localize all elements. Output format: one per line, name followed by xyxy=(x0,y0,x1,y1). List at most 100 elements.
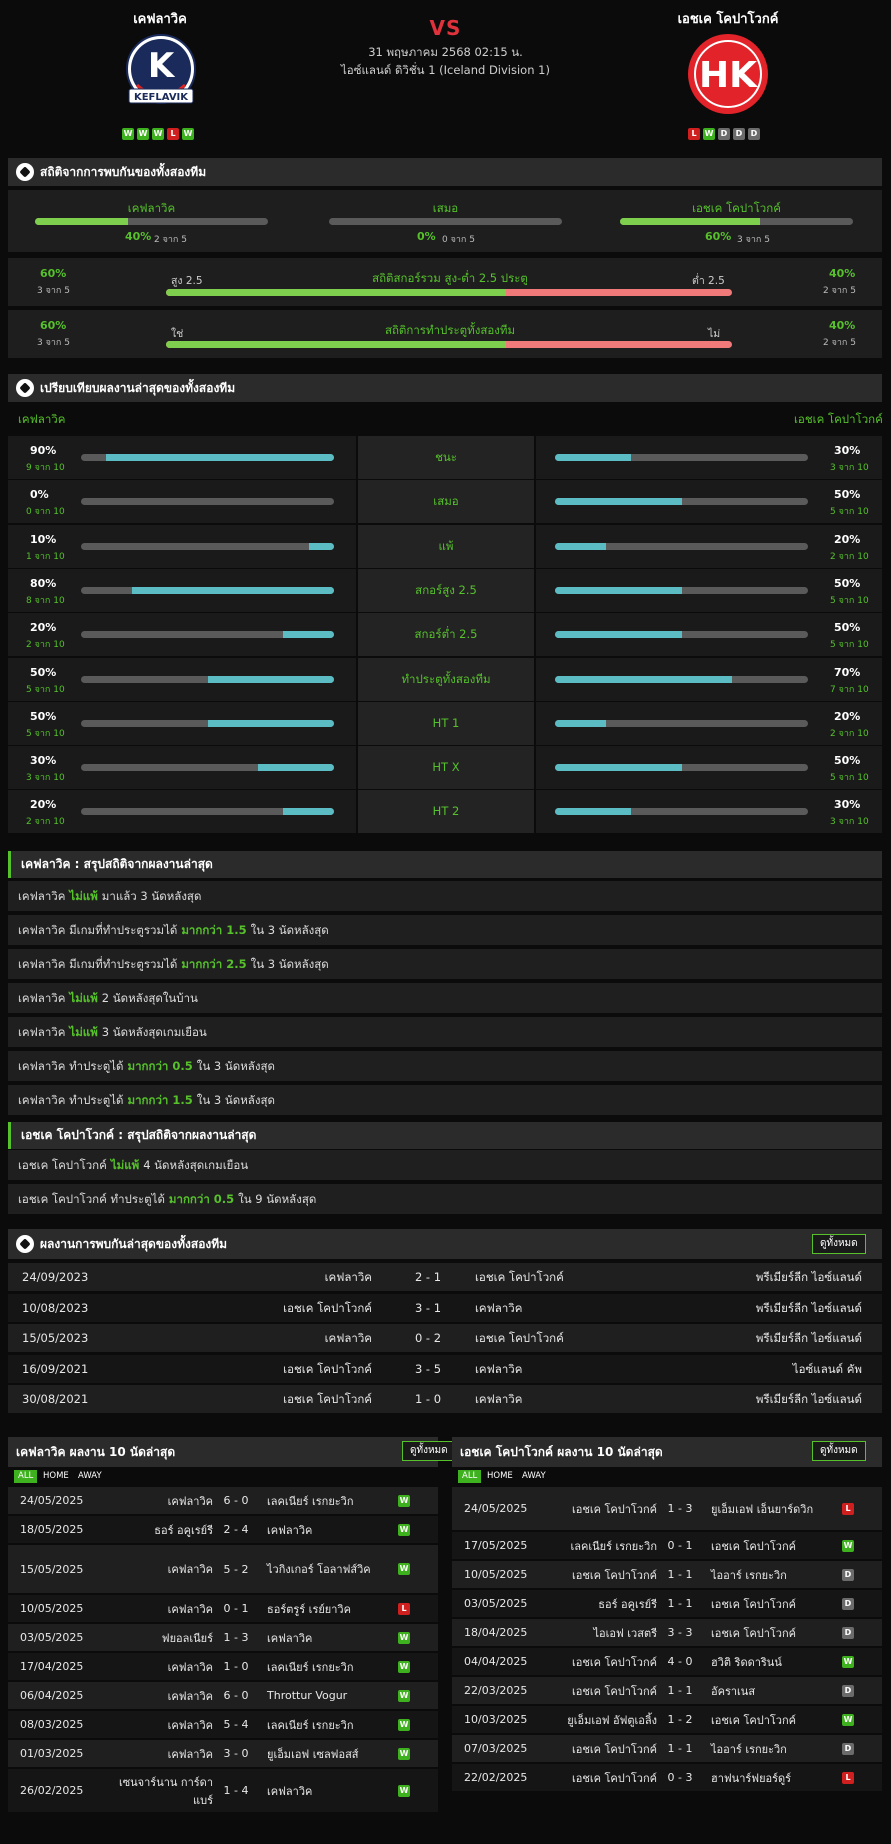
away-team-logo[interactable]: HK xyxy=(687,33,769,115)
h2h-home[interactable]: เอชเค โคปาโวกค์ xyxy=(283,1392,372,1406)
match-home[interactable]: เอชเค โคปาโวกค์ xyxy=(572,1502,657,1516)
away-team-name[interactable]: เอชเค โคปาโวกค์ xyxy=(677,12,779,27)
tab-home[interactable]: HOME xyxy=(43,1471,69,1481)
match-away[interactable]: เอชเค โคปาโวกค์ xyxy=(711,1539,796,1553)
match-row[interactable]: 06/04/2025 เคฟลาวิค 6 - 0 Throttur Vogur W xyxy=(8,1682,438,1709)
home-last10-view-all-button[interactable]: ดูทั้งหมด xyxy=(402,1441,456,1461)
match-away[interactable]: ยูเอ็มเอฟ เอ็นยาร์ดวิก xyxy=(711,1502,814,1516)
match-row[interactable]: 18/04/2025 ไอเอฟ เวสตรี 3 - 3 เอชเค โคปาโวก… xyxy=(452,1619,882,1646)
match-away[interactable]: ไวกิงเกอร์ โอลาฟส์วิค xyxy=(267,1563,371,1576)
match-home[interactable]: เคฟลาวิค xyxy=(167,1747,213,1761)
h2h-row[interactable]: 30/08/2021 เอชเค โคปาโวกค์ 1 - 0 เคฟลาวิค พร… xyxy=(8,1385,882,1413)
match-home[interactable]: ธอร์ อคูเรย์รี xyxy=(598,1597,657,1611)
compare-label: HT X xyxy=(358,746,534,790)
match-row[interactable]: 15/05/2025 เคฟลาวิค 5 - 2 ไวกิงเกอร์ โอลาฟส… xyxy=(8,1545,438,1593)
h2h-away[interactable]: เคฟลาวิค xyxy=(475,1392,523,1406)
tab-all[interactable]: ALL xyxy=(458,1470,482,1483)
tab-home[interactable]: HOME xyxy=(487,1471,513,1481)
summary-highlight: มากกว่า 1.5 xyxy=(127,1093,193,1107)
match-row[interactable]: 07/03/2025 เอชเค โคปาโวกค์ 1 - 1 ไออาร์ เรก… xyxy=(452,1735,882,1762)
match-away[interactable]: ไออาร์ เรกยะวิก xyxy=(711,1742,787,1756)
tab-all[interactable]: ALL xyxy=(14,1470,38,1483)
match-row[interactable]: 17/04/2025 เคฟลาวิค 1 - 0 เลคเนียร์ เรกยะวิ… xyxy=(8,1653,438,1680)
match-row[interactable]: 08/03/2025 เคฟลาวิค 5 - 4 เลคเนียร์ เรกยะวิ… xyxy=(8,1711,438,1738)
match-home[interactable]: ไอเอฟ เวสตรี xyxy=(593,1626,658,1640)
h2h-view-all-button[interactable]: ดูทั้งหมด xyxy=(812,1234,866,1254)
match-home[interactable]: ฟยอลเนียร์ xyxy=(161,1631,213,1645)
h2h-away[interactable]: เคฟลาวิค xyxy=(475,1300,523,1315)
h2h-row[interactable]: 10/08/2023 เอชเค โคปาโวกค์ 3 - 1 เคฟลาวิค พร… xyxy=(8,1293,882,1322)
match-home[interactable]: เอชเค โคปาโวกค์ xyxy=(572,1742,657,1756)
summary-subject: เคฟลาวิค ทำประตูได้ xyxy=(18,1059,124,1073)
match-away[interactable]: ไออาร์ เรกยะวิก xyxy=(711,1568,787,1582)
ou-left-sub: 3 จาก 5 xyxy=(37,286,70,296)
home-team-name[interactable]: เคฟลาวิค xyxy=(133,12,187,27)
match-away[interactable]: ฮวิติ ริดดารินน์ xyxy=(711,1655,782,1669)
match-row[interactable]: 03/05/2025 ฟยอลเนียร์ 1 - 3 เคฟลาวิค W xyxy=(8,1624,438,1651)
match-row[interactable]: 22/03/2025 เอชเค โคปาโวกค์ 1 - 1 อัคราเนส D xyxy=(452,1677,882,1704)
h2h-row[interactable]: 15/05/2023 เคฟลาวิค 0 - 2 เอชเค โคปาโวกค์ พร… xyxy=(8,1324,882,1352)
match-home[interactable]: เอชเค โคปาโวกค์ xyxy=(572,1684,657,1698)
match-row[interactable]: 17/05/2025 เลคเนียร์ เรกยะวิก 0 - 1 เอชเค โ… xyxy=(452,1532,882,1559)
match-away[interactable]: เคฟลาวิค xyxy=(267,1631,313,1645)
match-away[interactable]: อัคราเนส xyxy=(711,1684,756,1698)
h2h-away[interactable]: เอชเค โคปาโวกค์ xyxy=(475,1331,564,1345)
h2h-row[interactable]: 16/09/2021 เอชเค โคปาโวกค์ 3 - 5 เคฟลาวิค ไอ… xyxy=(8,1354,882,1383)
match-away[interactable]: เลคเนียร์ เรกยะวิก xyxy=(267,1494,354,1508)
match-home[interactable]: เอชเค โคปาโวกค์ xyxy=(572,1655,657,1669)
compare-home-team[interactable]: เคฟลาวิค xyxy=(18,412,66,426)
h2h-away[interactable]: เคฟลาวิค xyxy=(475,1361,523,1376)
result-badge: W xyxy=(842,1713,854,1726)
match-date: 24/05/2025 xyxy=(464,1502,528,1515)
match-row[interactable]: 01/03/2025 เคฟลาวิค 3 - 0 ยูเอ็มเอฟ เซลฟอสส… xyxy=(8,1740,438,1767)
match-home[interactable]: เคฟลาวิค xyxy=(167,1689,213,1703)
compare-away-team[interactable]: เอชเค โคปาโวกค์ xyxy=(794,412,883,426)
match-away[interactable]: เคฟลาวิค xyxy=(267,1523,313,1537)
match-away[interactable]: Throttur Vogur xyxy=(267,1689,348,1702)
match-row[interactable]: 10/05/2025 เคฟลาวิค 0 - 1 ธอร์ตรูร์ เรย์ยาว… xyxy=(8,1595,438,1622)
match-row[interactable]: 26/02/2025 เซนจาร์นาน การ์ดาแบร์ 1 - 4 เคฟล… xyxy=(8,1769,438,1812)
match-away[interactable]: เอชเค โคปาโวกค์ xyxy=(711,1713,796,1727)
match-home[interactable]: เซนจาร์นาน การ์ดาแบร์ xyxy=(118,1775,213,1807)
match-home[interactable]: เคฟลาวิค xyxy=(167,1602,213,1616)
match-row[interactable]: 22/02/2025 เอชเค โคปาโวกค์ 0 - 3 ฮาฟนาร์ฟยอ… xyxy=(452,1764,882,1791)
match-away[interactable]: เอชเค โคปาโวกค์ xyxy=(711,1626,796,1640)
match-away[interactable]: ฮาฟนาร์ฟยอร์ดูร์ xyxy=(711,1771,792,1785)
match-home[interactable]: ยูเอ็มเอฟ อัฟตูเอลิ้ง xyxy=(567,1713,657,1727)
match-row[interactable]: 24/05/2025 เคฟลาวิค 6 - 0 เลคเนียร์ เรกยะวิ… xyxy=(8,1487,438,1514)
h2h-last-title: ผลงานการพบกันล่าสุดของทั้งสองทีม xyxy=(40,1236,228,1251)
h2h-score: 0 - 2 xyxy=(414,1331,442,1345)
away-last10-view-all-button[interactable]: ดูทั้งหมด xyxy=(812,1441,866,1461)
match-away[interactable]: เลคเนียร์ เรกยะวิก xyxy=(267,1718,354,1732)
match-row[interactable]: 18/05/2025 ธอร์ อคูเรย์รี 2 - 4 เคฟลาวิค W xyxy=(8,1516,438,1543)
match-home[interactable]: เคฟลาวิค xyxy=(167,1563,213,1576)
match-home[interactable]: เคฟลาวิค xyxy=(167,1494,213,1508)
h2h-away[interactable]: เอชเค โคปาโวกค์ xyxy=(475,1270,564,1284)
match-row[interactable]: 04/04/2025 เอชเค โคปาโวกค์ 4 - 0 ฮวิติ ริดด… xyxy=(452,1648,882,1675)
match-away[interactable]: ธอร์ตรูร์ เรย์ยาวิค xyxy=(267,1602,351,1616)
match-row[interactable]: 10/05/2025 เอชเค โคปาโวกค์ 1 - 1 ไออาร์ เรก… xyxy=(452,1561,882,1588)
tab-away[interactable]: AWAY xyxy=(522,1471,546,1481)
match-away[interactable]: เลคเนียร์ เรกยะวิก xyxy=(267,1660,354,1674)
match-home[interactable]: เอชเค โคปาโวกค์ xyxy=(572,1568,657,1582)
match-home[interactable]: เคฟลาวิค xyxy=(167,1718,213,1732)
h2h-row[interactable]: 24/09/2023 เคฟลาวิค 2 - 1 เอชเค โคปาโวกค์ พร… xyxy=(8,1263,882,1291)
match-away[interactable]: เคฟลาวิค xyxy=(267,1784,313,1798)
match-home[interactable]: เคฟลาวิค xyxy=(167,1660,213,1674)
match-row[interactable]: 10/03/2025 ยูเอ็มเอฟ อัฟตูเอลิ้ง 1 - 2 เอชเ… xyxy=(452,1706,882,1733)
match-home[interactable]: ธอร์ อคูเรย์รี xyxy=(154,1523,213,1537)
home-team-logo[interactable]: K KEFLAVIK xyxy=(125,33,197,113)
h2h-home[interactable]: เอชเค โคปาโวกค์ xyxy=(283,1300,372,1315)
h2h-home[interactable]: เคฟลาวิค xyxy=(324,1270,372,1284)
match-away[interactable]: ยูเอ็มเอฟ เซลฟอสส์ xyxy=(267,1747,359,1761)
summary-detail: ใน 3 นัดหลังสุด xyxy=(196,1093,275,1107)
match-home[interactable]: เลคเนียร์ เรกยะวิก xyxy=(570,1539,657,1553)
h2h-home[interactable]: เอชเค โคปาโวกค์ xyxy=(283,1361,372,1376)
match-home[interactable]: เอชเค โคปาโวกค์ xyxy=(572,1771,657,1785)
tab-away[interactable]: AWAY xyxy=(78,1471,102,1481)
h2h-home[interactable]: เคฟลาวิค xyxy=(324,1331,372,1345)
match-row[interactable]: 24/05/2025 เอชเค โคปาโวกค์ 1 - 3 ยูเอ็มเอฟ … xyxy=(452,1487,882,1530)
compare-home-sub: 3 จาก 10 xyxy=(26,773,65,784)
match-row[interactable]: 03/05/2025 ธอร์ อคูเรย์รี 1 - 1 เอชเค โคปาโ… xyxy=(452,1590,882,1617)
match-away[interactable]: เอชเค โคปาโวกค์ xyxy=(711,1597,796,1611)
